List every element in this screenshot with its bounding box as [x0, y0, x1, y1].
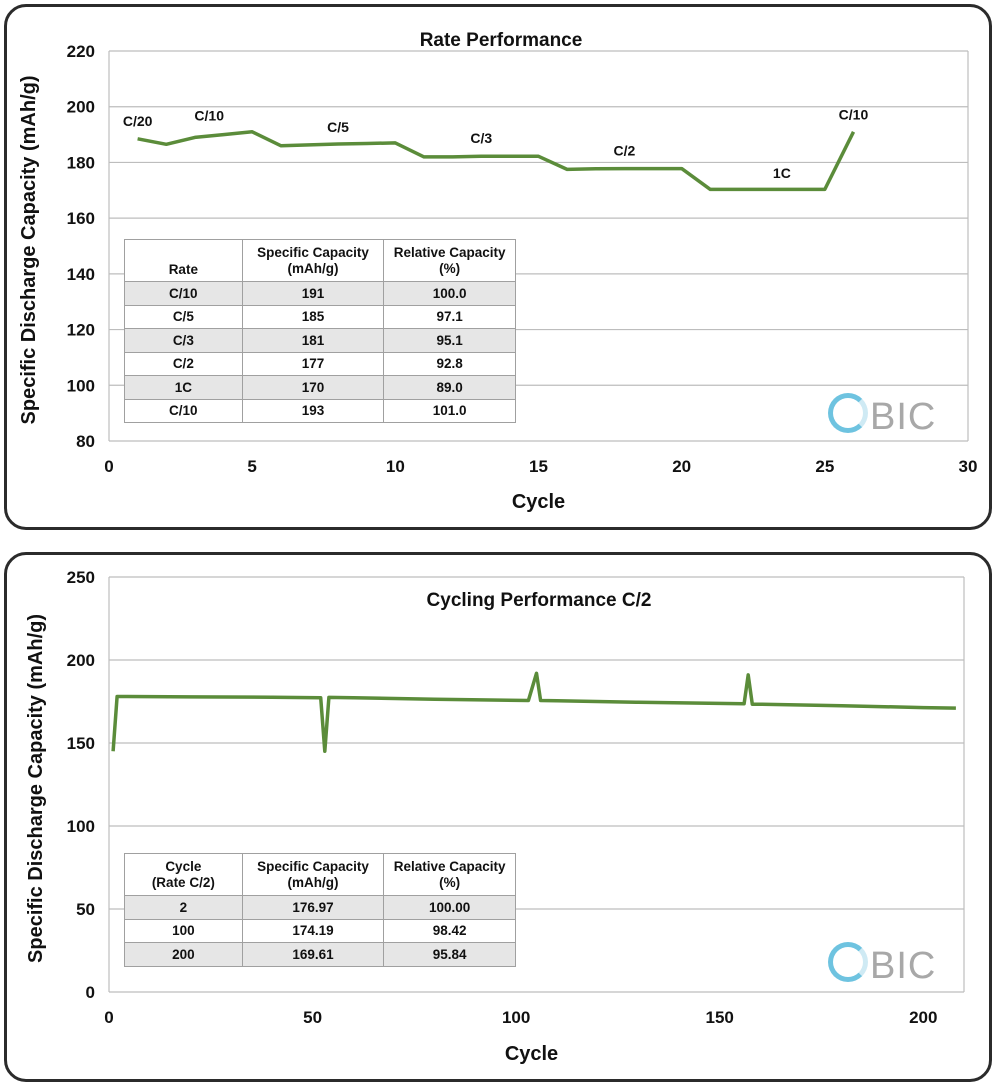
table-cell: 98.42 — [383, 918, 516, 943]
table-cell: 174.19 — [241, 918, 385, 943]
y-tick-label: 250 — [67, 568, 95, 587]
y-tick-label: 160 — [67, 209, 95, 228]
chart-title: Rate Performance — [420, 30, 583, 51]
series-line — [111, 671, 956, 754]
table-row: C/3 181 95.1 — [124, 328, 516, 353]
bic-logo: BIC — [828, 393, 936, 439]
x-tick-label: 200 — [909, 1008, 937, 1027]
x-tick-label: 30 — [959, 457, 978, 476]
x-tick-label: 100 — [502, 1008, 530, 1027]
rate-annotation: C/10 — [194, 108, 224, 124]
table-header-cell: Specific Capacity (mAh/g) — [241, 239, 385, 282]
cycling-capacity-table: Cycle (Rate C/2) Specific Capacity (mAh/g)… — [124, 853, 516, 967]
y-tick-label: 220 — [67, 42, 95, 61]
x-tick-label: 15 — [529, 457, 548, 476]
x-tick-label: 0 — [104, 457, 113, 476]
table-row: C/5 185 97.1 — [124, 304, 516, 329]
table-cell: 100.00 — [383, 895, 516, 920]
table-cell: 2 — [124, 895, 243, 920]
x-tick-label: 150 — [706, 1008, 734, 1027]
y-axis-label: Specific Discharge Capacity (mAh/g) — [18, 76, 40, 425]
table-cell: 193 — [241, 398, 385, 423]
table-header-cell: Relative Capacity (%) — [383, 853, 516, 896]
table-cell: 176.97 — [241, 895, 385, 920]
y-tick-label: 140 — [67, 265, 95, 284]
table-row: 2 176.97 100.00 — [124, 895, 516, 920]
table-header-row: Rate Specific Capacity (mAh/g) Relative C… — [124, 239, 516, 282]
rate-annotation: 1C — [773, 165, 791, 181]
table-cell: 95.84 — [383, 942, 516, 967]
y-tick-label: 180 — [67, 153, 95, 172]
table-row: 200 169.61 95.84 — [124, 942, 516, 967]
table-row: 100 174.19 98.42 — [124, 918, 516, 943]
table-cell: 95.1 — [383, 328, 516, 353]
table-row: C/10 193 101.0 — [124, 398, 516, 423]
y-tick-label: 50 — [76, 900, 95, 919]
logo-ring-icon — [828, 393, 868, 433]
rate-capacity-table: Rate Specific Capacity (mAh/g) Relative C… — [124, 239, 516, 423]
x-tick-label: 5 — [247, 457, 256, 476]
table-header-row: Cycle (Rate C/2) Specific Capacity (mAh/g)… — [124, 853, 516, 896]
y-tick-label: 150 — [67, 734, 95, 753]
table-cell: 185 — [241, 304, 385, 329]
y-tick-label: 0 — [86, 983, 95, 1002]
table-cell: 181 — [241, 328, 385, 353]
rate-annotation: C/3 — [470, 130, 492, 146]
table-cell: 1C — [124, 375, 243, 400]
table-cell: 191 — [241, 281, 385, 306]
table-header-cell: Relative Capacity (%) — [383, 239, 516, 282]
x-axis-label: Cycle — [512, 491, 565, 513]
table-cell: C/5 — [124, 304, 243, 329]
series-line — [137, 130, 856, 192]
table-cell: 200 — [124, 942, 243, 967]
y-tick-label: 100 — [67, 817, 95, 836]
table-cell: 100 — [124, 918, 243, 943]
table-row: C/2 177 92.8 — [124, 351, 516, 376]
table-cell: 97.1 — [383, 304, 516, 329]
table-cell: C/10 — [124, 281, 243, 306]
chart-title: Cycling Performance C/2 — [427, 590, 652, 611]
x-axis-label: Cycle — [505, 1043, 558, 1065]
y-axis-label: Specific Discharge Capacity (mAh/g) — [25, 614, 47, 963]
table-row: 1C 170 89.0 — [124, 375, 516, 400]
y-tick-label: 200 — [67, 651, 95, 670]
table-cell: 170 — [241, 375, 385, 400]
rate-annotation: C/5 — [327, 119, 349, 135]
x-tick-label: 0 — [104, 1008, 113, 1027]
x-tick-label: 10 — [386, 457, 405, 476]
x-tick-label: 50 — [303, 1008, 322, 1027]
rate-annotation: C/20 — [123, 113, 153, 129]
cycling-performance-panel — [4, 552, 992, 1082]
table-cell: 101.0 — [383, 398, 516, 423]
y-tick-label: 100 — [67, 376, 95, 395]
y-tick-label: 120 — [67, 321, 95, 340]
bic-logo: BIC — [828, 942, 936, 988]
table-header-cell: Cycle (Rate C/2) — [124, 853, 243, 896]
table-header-cell: Rate — [124, 239, 243, 282]
table-cell: 92.8 — [383, 351, 516, 376]
table-cell: 169.61 — [241, 942, 385, 967]
rate-annotation: C/10 — [839, 106, 869, 122]
table-cell: C/2 — [124, 351, 243, 376]
y-tick-label: 200 — [67, 98, 95, 117]
table-row: C/10 191 100.0 — [124, 281, 516, 306]
table-cell: 177 — [241, 351, 385, 376]
x-tick-label: 20 — [672, 457, 691, 476]
table-cell: C/3 — [124, 328, 243, 353]
table-cell: 89.0 — [383, 375, 516, 400]
table-cell: C/10 — [124, 398, 243, 423]
rate-annotation: C/2 — [614, 142, 636, 158]
y-tick-label: 80 — [76, 432, 95, 451]
table-cell: 100.0 — [383, 281, 516, 306]
x-tick-label: 25 — [815, 457, 834, 476]
table-header-cell: Specific Capacity (mAh/g) — [241, 853, 385, 896]
logo-ring-icon — [828, 942, 868, 982]
